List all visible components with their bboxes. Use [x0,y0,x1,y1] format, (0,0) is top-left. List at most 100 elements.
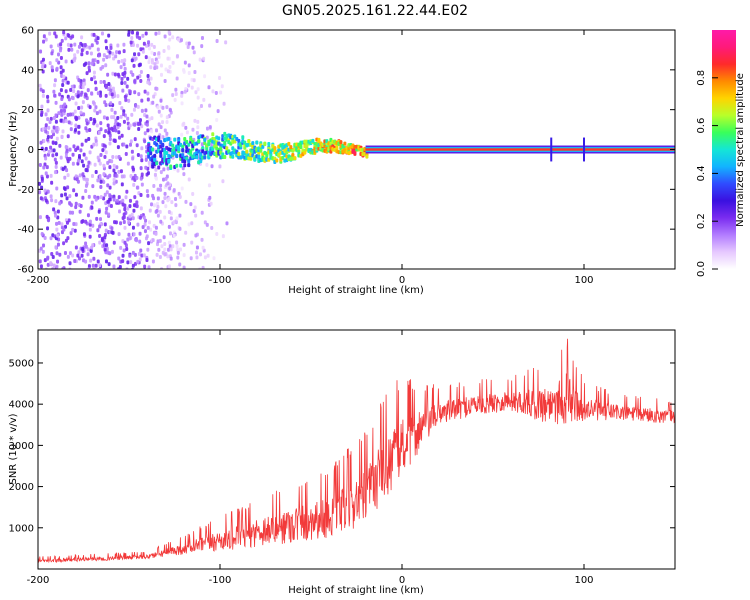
heat-cell [98,240,102,245]
heat-cell [99,121,103,126]
heat-cell [171,35,175,40]
heat-cell [146,225,150,230]
heat-cell [102,143,106,148]
heat-cell [187,222,191,227]
heat-cell [135,185,139,190]
heat-cell [189,149,193,154]
heat-cell [40,185,44,190]
heat-cell [83,92,87,97]
heat-cell [67,33,71,38]
heat-cell [52,89,56,94]
heat-cell [191,191,195,196]
heat-cell [87,137,91,142]
heat-cell [57,111,61,116]
heat-cell [131,267,135,269]
heat-cell [74,245,78,250]
heat-cell [86,213,90,218]
heat-cell [114,155,118,160]
heat-cell [76,94,80,99]
heat-cell [289,145,293,150]
y-tick-label: 40 [21,65,34,76]
heat-cell [117,256,121,261]
heat-cell [107,54,111,59]
heat-cell [126,76,130,81]
heat-cell [55,251,59,256]
heat-cell [151,259,155,264]
heat-cell [90,245,94,250]
heat-cell [66,134,70,139]
heat-cell [68,261,72,266]
heat-cell [46,256,50,261]
heat-cell [143,89,147,94]
heat-cell [122,119,126,124]
colorbar-tick-label: 0.2 [696,213,707,229]
heat-cell [54,141,58,146]
heat-cell [84,189,88,194]
heat-cell [62,186,66,191]
heat-cell [122,142,126,147]
heat-cell [43,235,47,240]
heat-cell [187,142,191,147]
heat-cell [291,152,295,157]
heat-cell [155,65,159,70]
heat-cell [122,49,126,54]
heat-cell [98,224,102,229]
heat-cell [121,198,125,203]
heat-cell [120,174,124,179]
heat-cell [55,129,59,134]
heat-cell [169,256,173,261]
heat-cell [126,206,130,211]
heat-cell [159,219,163,224]
heat-cell [98,109,102,114]
heat-cell [147,241,151,246]
heat-cell [110,249,114,254]
heat-cell [72,89,76,94]
heat-cell [113,122,117,127]
heat-cell [174,197,178,202]
heat-cell [44,267,48,269]
heat-cell [40,110,44,115]
heat-cell [85,121,89,126]
heat-cell [40,104,44,109]
heat-cell [143,229,147,234]
heat-cell [103,100,107,105]
signal-spike [550,137,553,162]
heat-cell [127,32,131,37]
x-tick-label: -200 [27,275,50,286]
heat-cell [115,165,119,170]
heat-cell [56,259,60,264]
heat-cell [159,153,163,158]
heat-cell [169,164,173,169]
heat-cell [148,46,152,51]
heat-cell [198,57,202,62]
heat-cell [237,152,241,157]
heat-cell [137,252,141,257]
heat-cell [218,164,222,169]
heat-cell [42,34,46,39]
heat-cell [110,226,114,231]
heat-cell [128,89,132,94]
heat-cell [82,152,86,157]
heat-cell [86,88,90,93]
heat-cell [131,263,135,268]
heat-cell [112,168,116,173]
heat-cell [69,231,73,236]
heat-cell [92,70,96,75]
heat-cell [178,247,182,252]
heat-cell [125,144,129,149]
heat-cell [59,42,63,47]
heat-cell [208,195,212,200]
heat-cell [94,105,98,110]
heat-cell [98,263,102,268]
heat-cell [111,154,115,159]
heat-cell [161,120,165,125]
heat-cell [181,148,185,153]
heat-cell [49,194,53,199]
heat-cell [165,131,169,136]
heat-cell [60,134,64,139]
heat-cell [208,103,212,108]
heat-cell [138,257,142,262]
heat-cell [152,203,156,208]
heat-cell [223,154,227,159]
colorbar-tick-label: 0.4 [696,165,707,181]
